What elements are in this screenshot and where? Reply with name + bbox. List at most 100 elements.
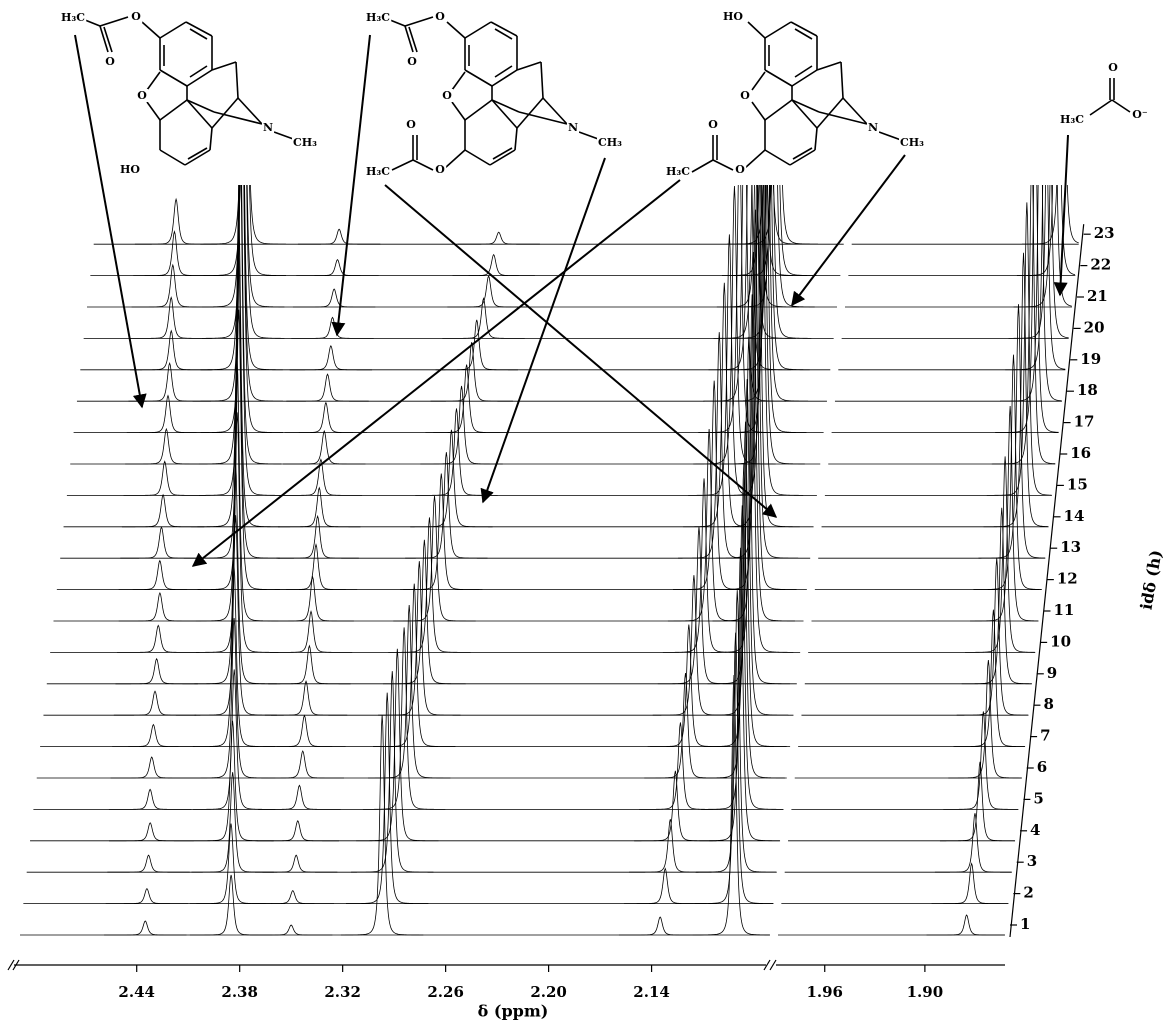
peak	[278, 486, 361, 528]
peak	[435, 319, 518, 371]
bond	[489, 149, 516, 166]
peak	[268, 644, 351, 685]
peak	[956, 558, 1029, 716]
peak	[113, 690, 197, 716]
atom-label: N	[868, 121, 878, 134]
label-bg	[136, 89, 149, 102]
bond	[99, 16, 129, 27]
peak	[721, 185, 805, 276]
peak	[351, 671, 434, 873]
label-bg	[130, 10, 143, 23]
atom-label: O	[735, 163, 745, 176]
peak	[725, 185, 809, 402]
bond	[99, 25, 109, 53]
label-bg	[292, 136, 319, 149]
bond	[464, 21, 492, 39]
atom-label: H₃C	[61, 11, 85, 24]
peak	[393, 495, 476, 622]
peak	[189, 874, 273, 936]
bond	[1111, 99, 1131, 113]
peak	[346, 692, 429, 904]
bond	[159, 21, 187, 39]
bond	[789, 149, 816, 166]
peak	[430, 342, 513, 402]
bond	[540, 61, 544, 99]
peak	[117, 624, 200, 653]
peak	[297, 228, 381, 245]
atom-label: N	[263, 121, 273, 134]
peak	[109, 822, 192, 842]
atom-label: CH₃	[900, 136, 924, 149]
peak	[400, 473, 483, 590]
peak	[722, 185, 805, 465]
bond	[491, 99, 520, 113]
peak	[256, 820, 339, 842]
x-tick-label: 2.32	[324, 983, 361, 1001]
atom-label: O	[105, 55, 115, 68]
arrow	[480, 157, 606, 504]
arrow	[1053, 134, 1069, 297]
peak	[405, 452, 488, 559]
bond	[464, 69, 493, 87]
peak	[340, 714, 424, 936]
atom-label: O	[406, 118, 416, 131]
bond	[516, 97, 544, 129]
bond	[189, 65, 208, 78]
peak	[618, 916, 702, 936]
atom-label: O	[435, 10, 445, 23]
peak	[200, 185, 283, 433]
peak	[194, 463, 277, 685]
x-tick-label: 2.26	[427, 983, 464, 1001]
peak	[289, 344, 373, 371]
peak	[263, 714, 346, 747]
axis-break	[7, 959, 15, 971]
bond	[186, 69, 213, 87]
peak	[286, 373, 369, 402]
bond	[791, 69, 818, 87]
arrow	[331, 34, 371, 337]
peak	[425, 364, 508, 433]
peak	[196, 412, 279, 653]
bond	[1089, 99, 1113, 116]
peak	[678, 332, 761, 559]
peak	[105, 887, 189, 904]
peak	[720, 185, 804, 496]
bond	[211, 61, 237, 71]
peak	[254, 854, 338, 873]
label-bg	[866, 121, 880, 134]
x-tick-label: 1.90	[907, 983, 944, 1001]
bond	[794, 65, 813, 78]
label-bg	[707, 118, 720, 131]
label-bg	[722, 10, 745, 23]
label-bg	[365, 11, 392, 24]
z-tick-label: 16	[1070, 444, 1091, 462]
bond	[816, 61, 842, 71]
z-tick-label: 20	[1084, 318, 1105, 336]
peak	[707, 336, 790, 685]
peak	[271, 575, 354, 622]
bond	[764, 149, 791, 166]
bond	[792, 147, 813, 160]
peak	[356, 648, 439, 842]
peak	[200, 185, 283, 371]
peak	[705, 379, 789, 716]
bond	[764, 99, 793, 121]
peak	[715, 185, 799, 559]
peak	[716, 185, 800, 308]
peak	[634, 770, 717, 842]
bond	[184, 149, 211, 166]
peak	[258, 784, 341, 810]
peak	[276, 514, 359, 559]
bond	[391, 159, 414, 171]
peak	[639, 722, 722, 810]
peak	[189, 823, 273, 904]
label-bg	[1059, 113, 1086, 126]
peak	[291, 316, 374, 339]
z-tick-label: 11	[1054, 601, 1075, 619]
bond	[491, 99, 518, 129]
bond	[141, 21, 161, 39]
axis-break	[763, 959, 771, 971]
peak	[714, 209, 797, 590]
peak	[410, 429, 493, 528]
atom-label: H₃C	[366, 165, 390, 178]
